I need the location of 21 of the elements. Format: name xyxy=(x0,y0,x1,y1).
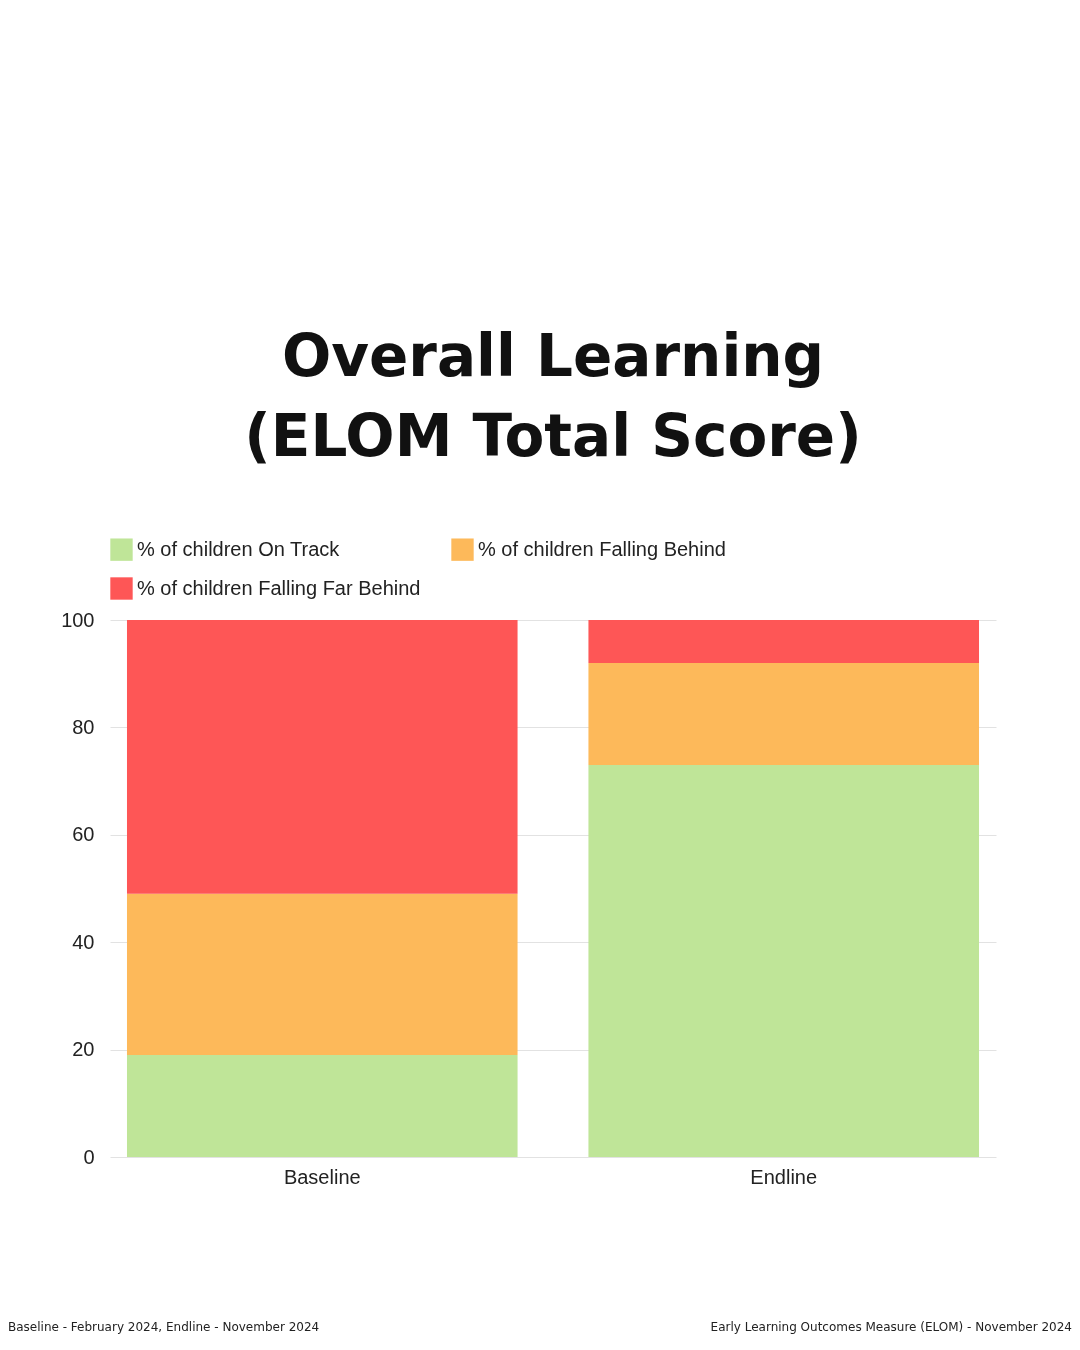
y-tick-label: 0 xyxy=(83,1145,95,1168)
bar xyxy=(126,620,518,894)
text: Baseline - February 2024, Endline - November 2024 xyxy=(8,1320,320,1334)
y-tick-label: 80 xyxy=(72,715,95,738)
y-tick-label: 100 xyxy=(61,608,95,631)
y-tick-label: 40 xyxy=(72,930,95,953)
text: (ELOM Total Score) xyxy=(244,402,862,470)
legend-label: % of children On Track xyxy=(137,537,341,560)
bar xyxy=(588,620,980,663)
text: Overall Learning xyxy=(281,322,825,390)
y-tick-label: 60 xyxy=(72,823,95,846)
bar xyxy=(126,893,518,1055)
x-tick-label: Endline xyxy=(750,1165,818,1188)
legend-label: % of children Falling Far Behind xyxy=(137,576,421,599)
bar xyxy=(588,662,980,765)
bar xyxy=(588,764,980,1157)
y-tick-label: 20 xyxy=(72,1038,95,1061)
text: Early Learning Outcomes Measure (ELOM) - November 2024 xyxy=(710,1320,1072,1334)
legend-label: % of children Falling Behind xyxy=(478,537,726,560)
x-tick-label: Baseline xyxy=(283,1165,361,1188)
bar xyxy=(126,1054,518,1157)
